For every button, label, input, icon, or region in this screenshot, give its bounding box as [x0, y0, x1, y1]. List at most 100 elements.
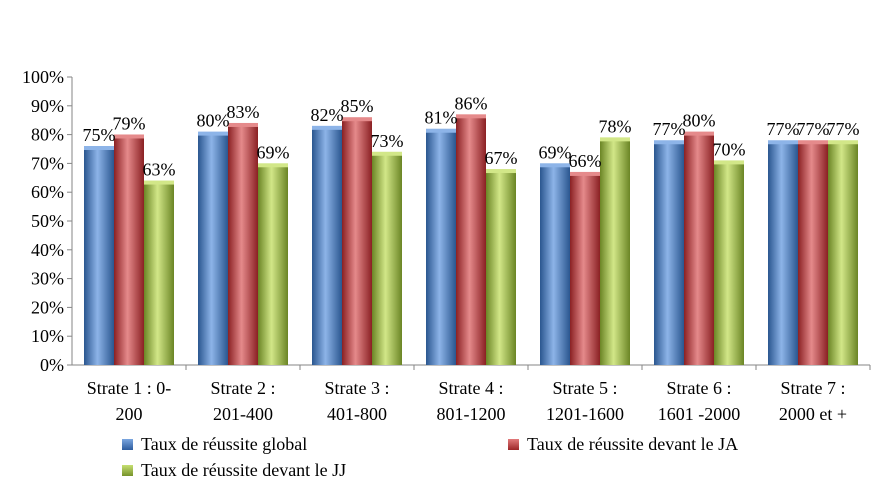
bar	[144, 183, 174, 365]
bar-top	[600, 137, 630, 142]
bar-top	[570, 171, 600, 176]
bar	[456, 117, 486, 365]
data-label: 83%	[227, 102, 260, 122]
y-tick-label: 100%	[22, 67, 64, 87]
bar-top	[828, 140, 858, 145]
bar	[540, 166, 570, 365]
y-tick-label: 90%	[31, 96, 64, 116]
bar	[84, 149, 114, 365]
bar-top	[456, 114, 486, 119]
bar	[570, 174, 600, 365]
bar-top	[684, 131, 714, 136]
bar	[828, 143, 858, 365]
y-tick-label: 60%	[31, 182, 64, 202]
x-tick-label: 1201-1600	[546, 404, 624, 424]
legend-swatch-green	[122, 465, 133, 476]
bar	[798, 143, 828, 365]
data-label: 79%	[113, 113, 146, 133]
bar-top	[258, 163, 288, 168]
x-tick-label: 801-1200	[437, 404, 506, 424]
data-label: 67%	[485, 148, 518, 168]
bar-top	[540, 163, 570, 168]
bar	[342, 120, 372, 365]
data-label: 77%	[767, 119, 800, 139]
x-tick-label: Strate 6 :	[667, 378, 732, 398]
bar	[426, 131, 456, 365]
legend-label: Taux de réussite devant le JA	[527, 434, 739, 454]
x-tick-label: 401-800	[327, 404, 387, 424]
legend-label: Taux de réussite global	[141, 434, 308, 454]
bar	[714, 163, 744, 365]
bar	[114, 137, 144, 365]
x-tick-label: Strate 7 :	[781, 378, 846, 398]
data-label: 77%	[797, 119, 830, 139]
y-tick-label: 50%	[31, 211, 64, 231]
data-label: 80%	[683, 111, 716, 131]
x-tick-label: Strate 2 :	[211, 378, 276, 398]
x-tick-label: Strate 4 :	[439, 378, 504, 398]
data-label: 82%	[311, 105, 344, 125]
x-tick-label: 200	[116, 404, 143, 424]
data-label: 77%	[827, 119, 860, 139]
data-label: 86%	[455, 93, 488, 113]
data-label: 66%	[569, 151, 602, 171]
y-tick-label: 70%	[31, 153, 64, 173]
bar-top	[84, 146, 114, 150]
y-tick-label: 30%	[31, 269, 64, 289]
y-tick-label: 20%	[31, 297, 64, 317]
bar-top	[342, 117, 372, 122]
data-label: 69%	[539, 142, 572, 162]
data-label: 80%	[197, 111, 230, 131]
bar	[312, 128, 342, 365]
bar	[768, 143, 798, 365]
data-label: 81%	[425, 108, 458, 128]
x-tick-label: 2000 et +	[779, 404, 847, 424]
bar	[684, 134, 714, 365]
y-tick-label: 10%	[31, 326, 64, 346]
legend-item-global: Taux de réussite global	[122, 434, 307, 455]
legend-swatch-blue	[122, 439, 133, 450]
bar-top	[486, 169, 516, 174]
legend-label: Taux de réussite devant le JJ	[141, 460, 347, 480]
x-tick-label: Strate 5 :	[553, 378, 618, 398]
bar-top	[768, 140, 798, 145]
legend-item-ja: Taux de réussite devant le JA	[508, 434, 738, 455]
data-label: 63%	[143, 160, 176, 180]
bars	[84, 114, 858, 366]
x-tick-label: 201-400	[213, 404, 273, 424]
bar-top	[312, 125, 342, 130]
data-label: 73%	[371, 131, 404, 151]
bar	[372, 154, 402, 365]
bar	[198, 134, 228, 365]
axes: 0% 10% 20% 30% 40% 50% 60% 70% 80% 90% 100% Strate …	[22, 67, 871, 424]
x-tick-label: Strate 3 :	[325, 378, 390, 398]
data-labels: 75%79%63%80%83%69%82%85%73%81%86%67% 69%6…	[83, 93, 860, 179]
legend-swatch-red	[508, 439, 519, 450]
y-tick-label: 80%	[31, 125, 64, 145]
data-label: 78%	[599, 116, 632, 136]
legend-item-jj: Taux de réussite devant le JJ	[122, 460, 346, 481]
data-label: 70%	[713, 139, 746, 159]
y-tick-label: 0%	[40, 355, 64, 375]
x-tick-label: Strate 1 : 0-	[87, 378, 171, 398]
x-tick-label: 1601 -2000	[658, 404, 741, 424]
data-label: 75%	[83, 125, 116, 145]
bar-top	[144, 180, 174, 185]
bar-top	[426, 128, 456, 133]
bar	[228, 125, 258, 366]
bar-top	[228, 122, 258, 127]
bar	[654, 143, 684, 365]
data-label: 69%	[257, 142, 290, 162]
bar-top	[654, 140, 684, 145]
bar	[486, 172, 516, 365]
bar-top	[798, 140, 828, 145]
bar-top	[114, 134, 144, 139]
data-label: 77%	[653, 119, 686, 139]
bar-top	[198, 131, 228, 136]
bar	[258, 166, 288, 365]
y-tick-label: 40%	[31, 240, 64, 260]
bar-top	[372, 151, 402, 156]
bar	[600, 140, 630, 365]
bar-top	[714, 160, 744, 165]
